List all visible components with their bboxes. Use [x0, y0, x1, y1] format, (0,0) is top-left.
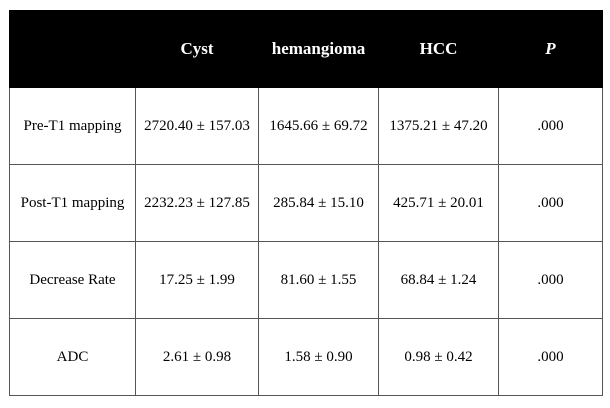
- table-row: Post-T1 mapping 2232.23 ± 127.85 285.84 ± …: [9, 164, 603, 242]
- table-cell: 2232.23 ± 127.85: [135, 164, 259, 242]
- table-cell: 0.98 ± 0.42: [378, 318, 499, 396]
- table-cell: 2720.40 ± 157.03: [135, 87, 259, 165]
- table-row: Decrease Rate 17.25 ± 1.99 81.60 ± 1.55 68.…: [9, 241, 603, 319]
- row-label: ADC: [9, 318, 136, 396]
- header-cyst: Cyst: [135, 10, 259, 88]
- table-row: Pre-T1 mapping 2720.40 ± 157.03 1645.66 ± …: [9, 87, 603, 165]
- table-row: ADC 2.61 ± 0.98 1.58 ± 0.90 0.98 ± 0.42.000: [9, 318, 603, 396]
- table-cell: 1375.21 ± 47.20: [378, 87, 499, 165]
- table-cell: .000: [498, 87, 603, 165]
- row-label: Decrease Rate: [9, 241, 136, 319]
- header-hcc: HCC: [378, 10, 499, 88]
- table-cell: 2.61 ± 0.98: [135, 318, 259, 396]
- row-label: Post-T1 mapping: [9, 164, 136, 242]
- header-hemangioma: hemangioma: [258, 10, 379, 88]
- table-cell: 1645.66 ± 69.72: [258, 87, 379, 165]
- results-table: Cyst hemangioma HCC P Pre-T1 mapping 2720…: [9, 10, 603, 396]
- header-row: Cyst hemangioma HCC P: [9, 10, 603, 88]
- table-cell: 17.25 ± 1.99: [135, 241, 259, 319]
- header-p: P: [498, 10, 603, 88]
- header-empty: [9, 10, 136, 88]
- row-label: Pre-T1 mapping: [9, 87, 136, 165]
- table-cell: .000: [498, 241, 603, 319]
- table-cell: 1.58 ± 0.90: [258, 318, 379, 396]
- table-cell: .000: [498, 318, 603, 396]
- table-cell: 285.84 ± 15.10: [258, 164, 379, 242]
- table-cell: .000: [498, 164, 603, 242]
- table-cell: 81.60 ± 1.55: [258, 241, 379, 319]
- table-cell: 425.71 ± 20.01: [378, 164, 499, 242]
- table-cell: 68.84 ± 1.24: [378, 241, 499, 319]
